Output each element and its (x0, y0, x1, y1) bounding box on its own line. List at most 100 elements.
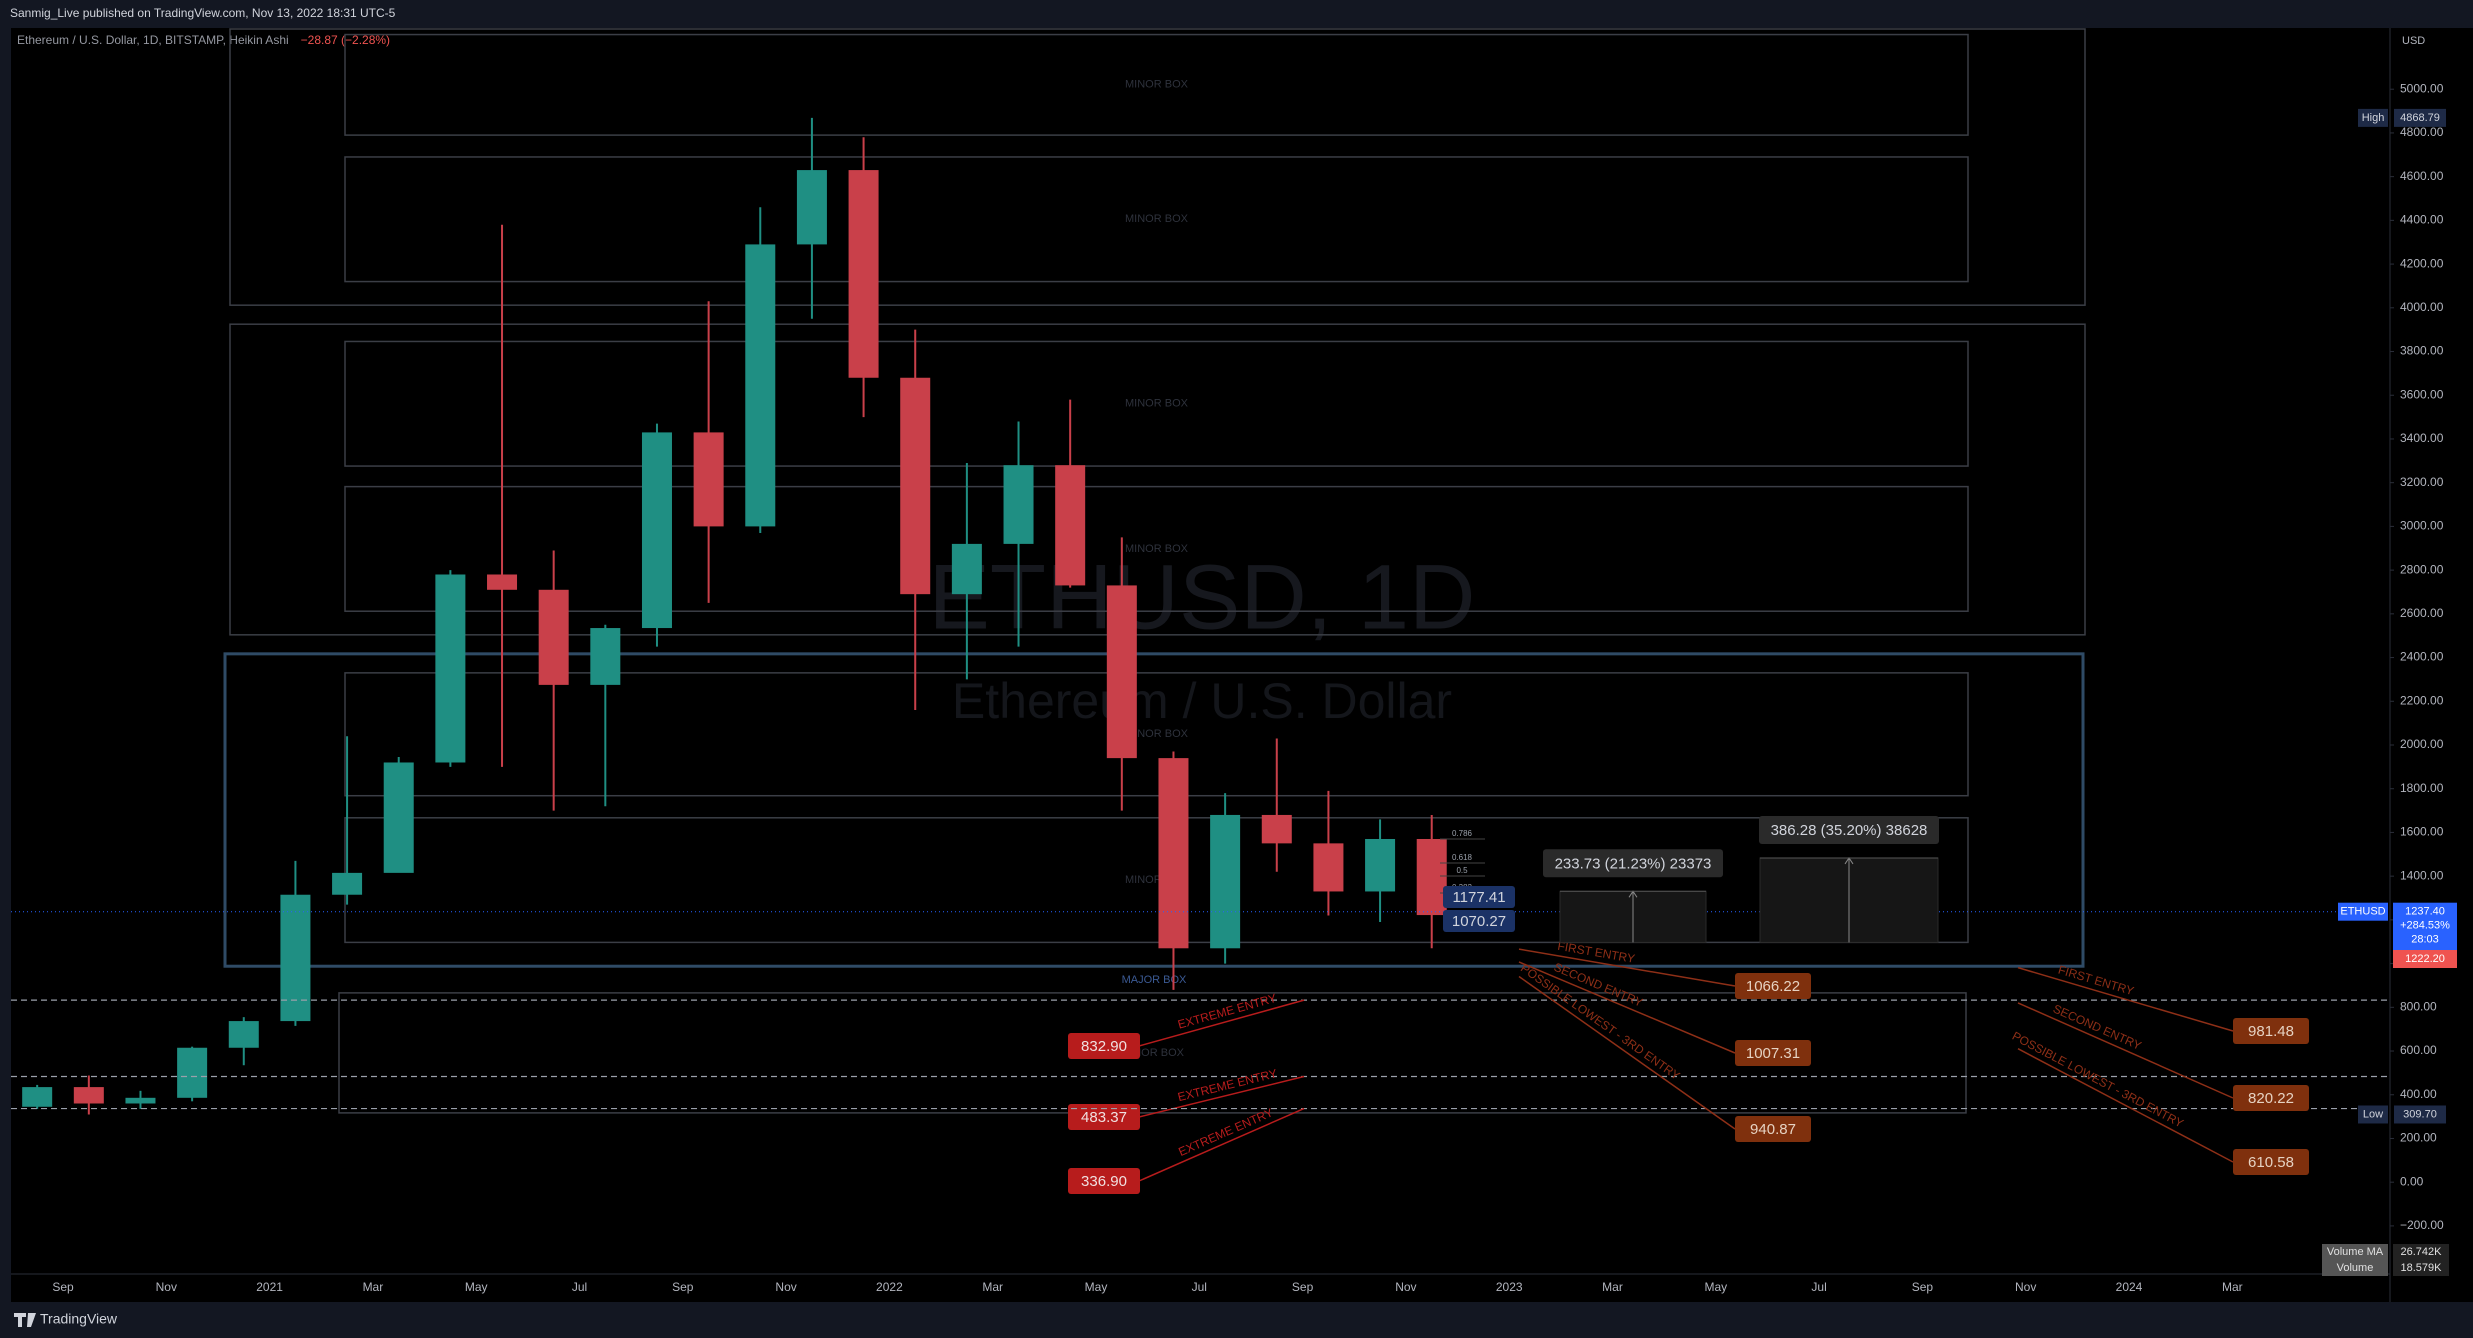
low-value-bg (2394, 1105, 2446, 1124)
zone-box (344, 672, 1969, 797)
watermark: ETHUSD, 1D (929, 546, 1476, 648)
y-tick-label: 1800.00 (2400, 781, 2444, 795)
volume-label-bg (2322, 1260, 2388, 1276)
candle-body (22, 1087, 53, 1107)
last-price-bg (2393, 902, 2457, 951)
level-tag-bg (1068, 1104, 1140, 1130)
y-tick-label: 3400.00 (2400, 431, 2444, 445)
level-tag: 832.90 (1081, 1038, 1127, 1055)
zone-box (229, 28, 2086, 306)
candle-body (900, 377, 931, 595)
y-tick-label: 4800.00 (2400, 125, 2444, 139)
zone-box (338, 992, 1967, 1114)
price-tag: 1070.27 (1452, 913, 1506, 930)
low-label-bg (2358, 1105, 2388, 1124)
zone-label: MINOR BOX (1125, 79, 1189, 91)
candle-body (435, 574, 466, 763)
price-axis-background (2390, 28, 2473, 1302)
y-tick-label: 3600.00 (2400, 387, 2444, 401)
x-tick-label: Sep (52, 1280, 74, 1294)
volume-value-bg (2393, 1260, 2449, 1276)
candle-body (693, 432, 724, 527)
y-tick-label: 600.00 (2400, 1043, 2437, 1057)
zone-box (229, 323, 2086, 636)
candle-body (73, 1087, 104, 1104)
high-value: 4868.79 (2400, 112, 2440, 124)
candle-body (1003, 465, 1034, 544)
publisher: Sanmig_Live published on TradingView.com… (10, 6, 396, 20)
entry-tag-bg (1735, 1116, 1811, 1142)
candle-body (796, 170, 827, 245)
entry-tag-bg (1735, 973, 1811, 999)
candle-body (951, 543, 982, 595)
zone-box (344, 485, 1969, 612)
zone-label: MINOR BOX (1125, 213, 1189, 225)
y-tick-label: 800.00 (2400, 999, 2437, 1013)
x-tick-label: May (465, 1280, 488, 1294)
watermark-subtitle: Ethereum / U.S. Dollar (952, 673, 1452, 729)
candle-body (1261, 814, 1292, 844)
y-tick-label: 4400.00 (2400, 213, 2444, 227)
candle-body (1158, 758, 1189, 949)
zone-label: MINOR BOX (1125, 398, 1189, 410)
level-tag: 336.90 (1081, 1173, 1127, 1190)
entry-tag-bg (1735, 1040, 1811, 1066)
x-tick-label: Mar (2222, 1280, 2243, 1294)
entry-tag: 940.87 (1750, 1121, 1796, 1138)
measure-label-bg (1759, 815, 1939, 844)
entry-line (1138, 999, 1305, 1047)
y-tick-label: −200.00 (2400, 1218, 2444, 1232)
currency: USD (2402, 35, 2425, 47)
candle-body (1313, 843, 1344, 892)
fib-label: 0.5 (1456, 866, 1468, 875)
countdown: 28:03 (2411, 934, 2439, 946)
x-tick-label: Mar (982, 1280, 1003, 1294)
x-tick-label: Mar (363, 1280, 384, 1294)
entry-line (1138, 1075, 1305, 1118)
candle-body (1055, 465, 1086, 586)
x-tick-label: Sep (672, 1280, 694, 1294)
symbol-tag-bg (2338, 902, 2388, 921)
plot-background (11, 28, 2390, 1302)
y-tick-label: 2000.00 (2400, 737, 2444, 751)
entry-line (1518, 975, 1736, 1130)
candle-body (228, 1021, 259, 1048)
zone-box (344, 33, 1969, 136)
x-tick-label: Nov (2015, 1280, 2036, 1294)
x-tick-label: Nov (156, 1280, 177, 1294)
y-tick-label: 2800.00 (2400, 562, 2444, 576)
footer-bar (0, 1303, 2473, 1338)
zone-box (344, 340, 1969, 467)
entry-tag: 981.48 (2248, 1023, 2294, 1040)
y-tick-label: 2600.00 (2400, 606, 2444, 620)
low-label: Low (2363, 1108, 2383, 1120)
fib-label: 0.786 (1452, 829, 1473, 838)
level-tag: 483.37 (1081, 1109, 1127, 1126)
y-tick-label: 4000.00 (2400, 300, 2444, 314)
zone-label: MINOR BOX (1125, 543, 1189, 555)
zone-box (223, 652, 2085, 968)
entry-tag: 610.58 (2248, 1154, 2294, 1171)
candle-body (590, 628, 621, 685)
x-tick-label: 2022 (876, 1280, 903, 1294)
volume-value: 18.579K (2401, 1262, 2443, 1274)
y-tick-label: 3800.00 (2400, 344, 2444, 358)
candle-body (177, 1047, 208, 1098)
fib-label: 0.618 (1452, 853, 1473, 862)
price-tag: 1177.41 (1452, 889, 1505, 906)
high-label-bg (2358, 108, 2388, 127)
y-tick-label: 2200.00 (2400, 693, 2444, 707)
brand: TradingView (40, 1311, 118, 1327)
entry-line (1518, 948, 1736, 987)
entry-line (1138, 1107, 1305, 1182)
level-tag-bg (1068, 1033, 1140, 1059)
high-value-bg (2394, 108, 2446, 127)
volume-value: 26.742K (2401, 1246, 2443, 1258)
ha-close-bg (2393, 950, 2457, 968)
entry-tag: 820.22 (2248, 1090, 2294, 1107)
x-tick-label: Nov (775, 1280, 796, 1294)
volume-label: Volume (2337, 1262, 2374, 1274)
price-axis: −200.000.00200.00400.00600.00800.001000.… (52, 81, 2457, 1294)
y-tick-label: 1400.00 (2400, 868, 2444, 882)
